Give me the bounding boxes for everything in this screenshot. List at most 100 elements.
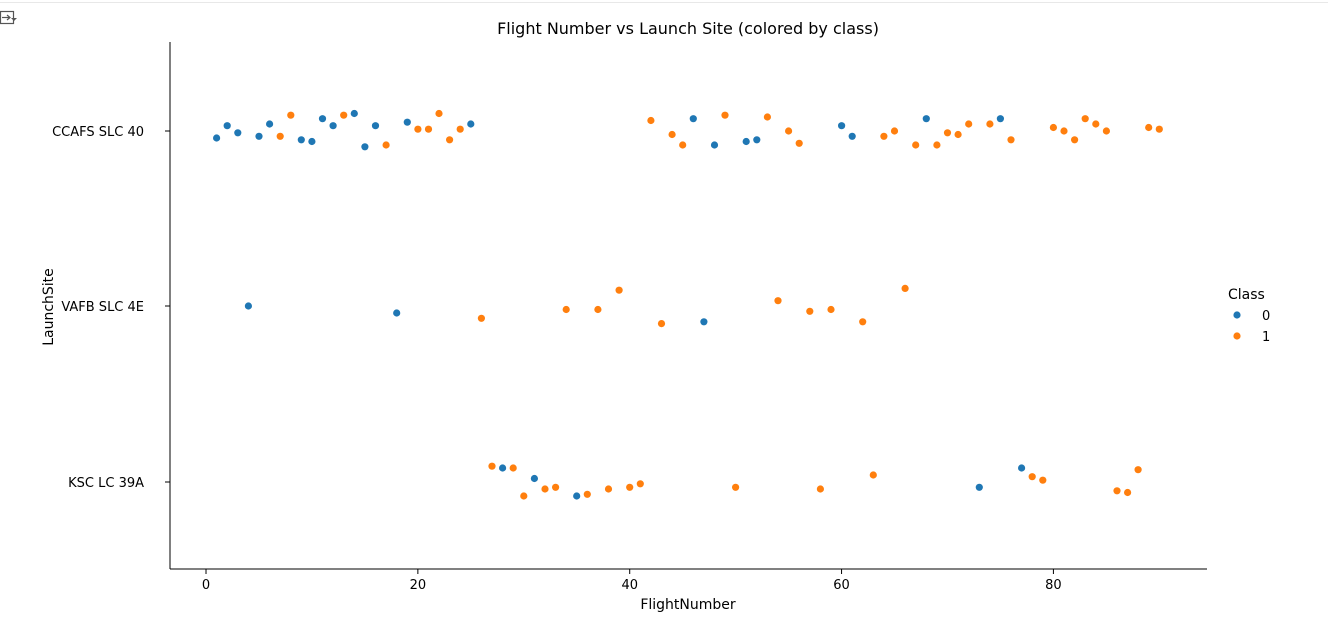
data-point — [922, 115, 930, 123]
data-point — [340, 111, 348, 119]
legend-title: Class — [1228, 287, 1265, 303]
data-point — [827, 305, 835, 314]
data-point — [848, 132, 856, 140]
data-point — [838, 122, 846, 130]
data-point — [1018, 464, 1026, 472]
data-point — [890, 127, 899, 135]
data-point — [308, 137, 316, 146]
data-point — [986, 120, 994, 128]
data-point — [371, 122, 380, 130]
data-point — [604, 485, 613, 493]
data-point — [382, 141, 390, 149]
data-point — [1081, 115, 1089, 123]
data-point — [975, 483, 983, 491]
data-point — [403, 118, 411, 126]
data-point — [594, 305, 602, 314]
data-point — [721, 111, 729, 119]
data-point — [361, 143, 369, 151]
data-point — [1092, 120, 1100, 128]
data-point — [213, 134, 221, 142]
data-point — [266, 120, 274, 128]
data-point — [456, 125, 464, 133]
x-axis-label: FlightNumber — [640, 597, 736, 613]
data-point — [234, 129, 242, 137]
data-point — [933, 141, 941, 149]
output-collapse-icon[interactable] — [0, 9, 20, 29]
chart-title: Flight Number vs Launch Site (colored by… — [497, 19, 879, 38]
legend-marker — [1233, 311, 1241, 319]
data-point — [679, 141, 687, 149]
x-tick-label: 60 — [833, 578, 850, 593]
y-axis-label: LaunchSite — [41, 268, 57, 346]
data-point — [1060, 127, 1068, 135]
data-point — [636, 480, 644, 488]
data-point — [689, 115, 697, 123]
data-point — [499, 464, 507, 472]
data-point — [244, 302, 252, 310]
data-point — [647, 116, 655, 125]
data-point — [477, 314, 485, 322]
data-point — [467, 120, 475, 128]
data-point — [763, 113, 772, 121]
data-point — [700, 318, 708, 326]
data-point — [276, 132, 284, 140]
data-point — [615, 286, 623, 294]
legend-entry-label: 1 — [1262, 330, 1270, 345]
data-point — [393, 309, 401, 317]
data-point — [1124, 488, 1132, 497]
x-tick-label: 40 — [621, 578, 638, 593]
data-point — [562, 305, 570, 314]
x-tick-label: 20 — [410, 578, 427, 593]
chart-axes — [169, 42, 1207, 570]
x-tick-label: 80 — [1045, 578, 1062, 593]
data-point — [424, 125, 433, 133]
data-point — [350, 109, 358, 118]
data-point — [1028, 473, 1036, 481]
data-point — [509, 464, 517, 472]
data-point — [742, 137, 750, 146]
data-point — [287, 111, 295, 119]
data-point — [435, 109, 443, 118]
data-points — [213, 109, 1163, 500]
data-point — [530, 474, 539, 483]
data-point — [297, 136, 305, 144]
y-tick-label: KSC LC 39A — [68, 476, 144, 491]
data-point — [1145, 123, 1153, 132]
legend-entry-label: 0 — [1262, 309, 1270, 324]
data-point — [816, 485, 825, 493]
data-point — [785, 127, 793, 135]
data-point — [668, 130, 676, 139]
data-point — [869, 471, 877, 479]
data-point — [795, 139, 803, 147]
data-point — [732, 483, 740, 491]
x-axis-ticks: 0 20 40 60 80 — [202, 569, 1062, 593]
data-point — [1102, 127, 1110, 135]
data-point — [541, 485, 549, 493]
data-point — [965, 120, 973, 128]
cell-divider — [0, 2, 1328, 3]
data-point — [806, 307, 814, 315]
legend-marker — [1233, 332, 1241, 340]
data-point — [1071, 136, 1079, 144]
data-point — [1007, 136, 1015, 144]
data-point — [318, 115, 327, 123]
data-point — [657, 320, 666, 328]
data-point — [488, 462, 496, 470]
data-point — [255, 132, 263, 140]
data-point — [753, 136, 761, 144]
data-point — [583, 490, 591, 498]
data-point — [912, 141, 920, 149]
data-point — [859, 318, 867, 326]
data-point — [996, 115, 1005, 123]
data-point — [1134, 466, 1142, 474]
data-point — [446, 136, 454, 144]
data-point — [1155, 125, 1163, 133]
y-tick-label: CCAFS SLC 40 — [52, 125, 144, 140]
data-point — [1039, 476, 1047, 484]
data-point — [329, 122, 337, 130]
data-point — [774, 297, 782, 305]
data-point — [552, 483, 560, 491]
data-point — [710, 141, 719, 149]
